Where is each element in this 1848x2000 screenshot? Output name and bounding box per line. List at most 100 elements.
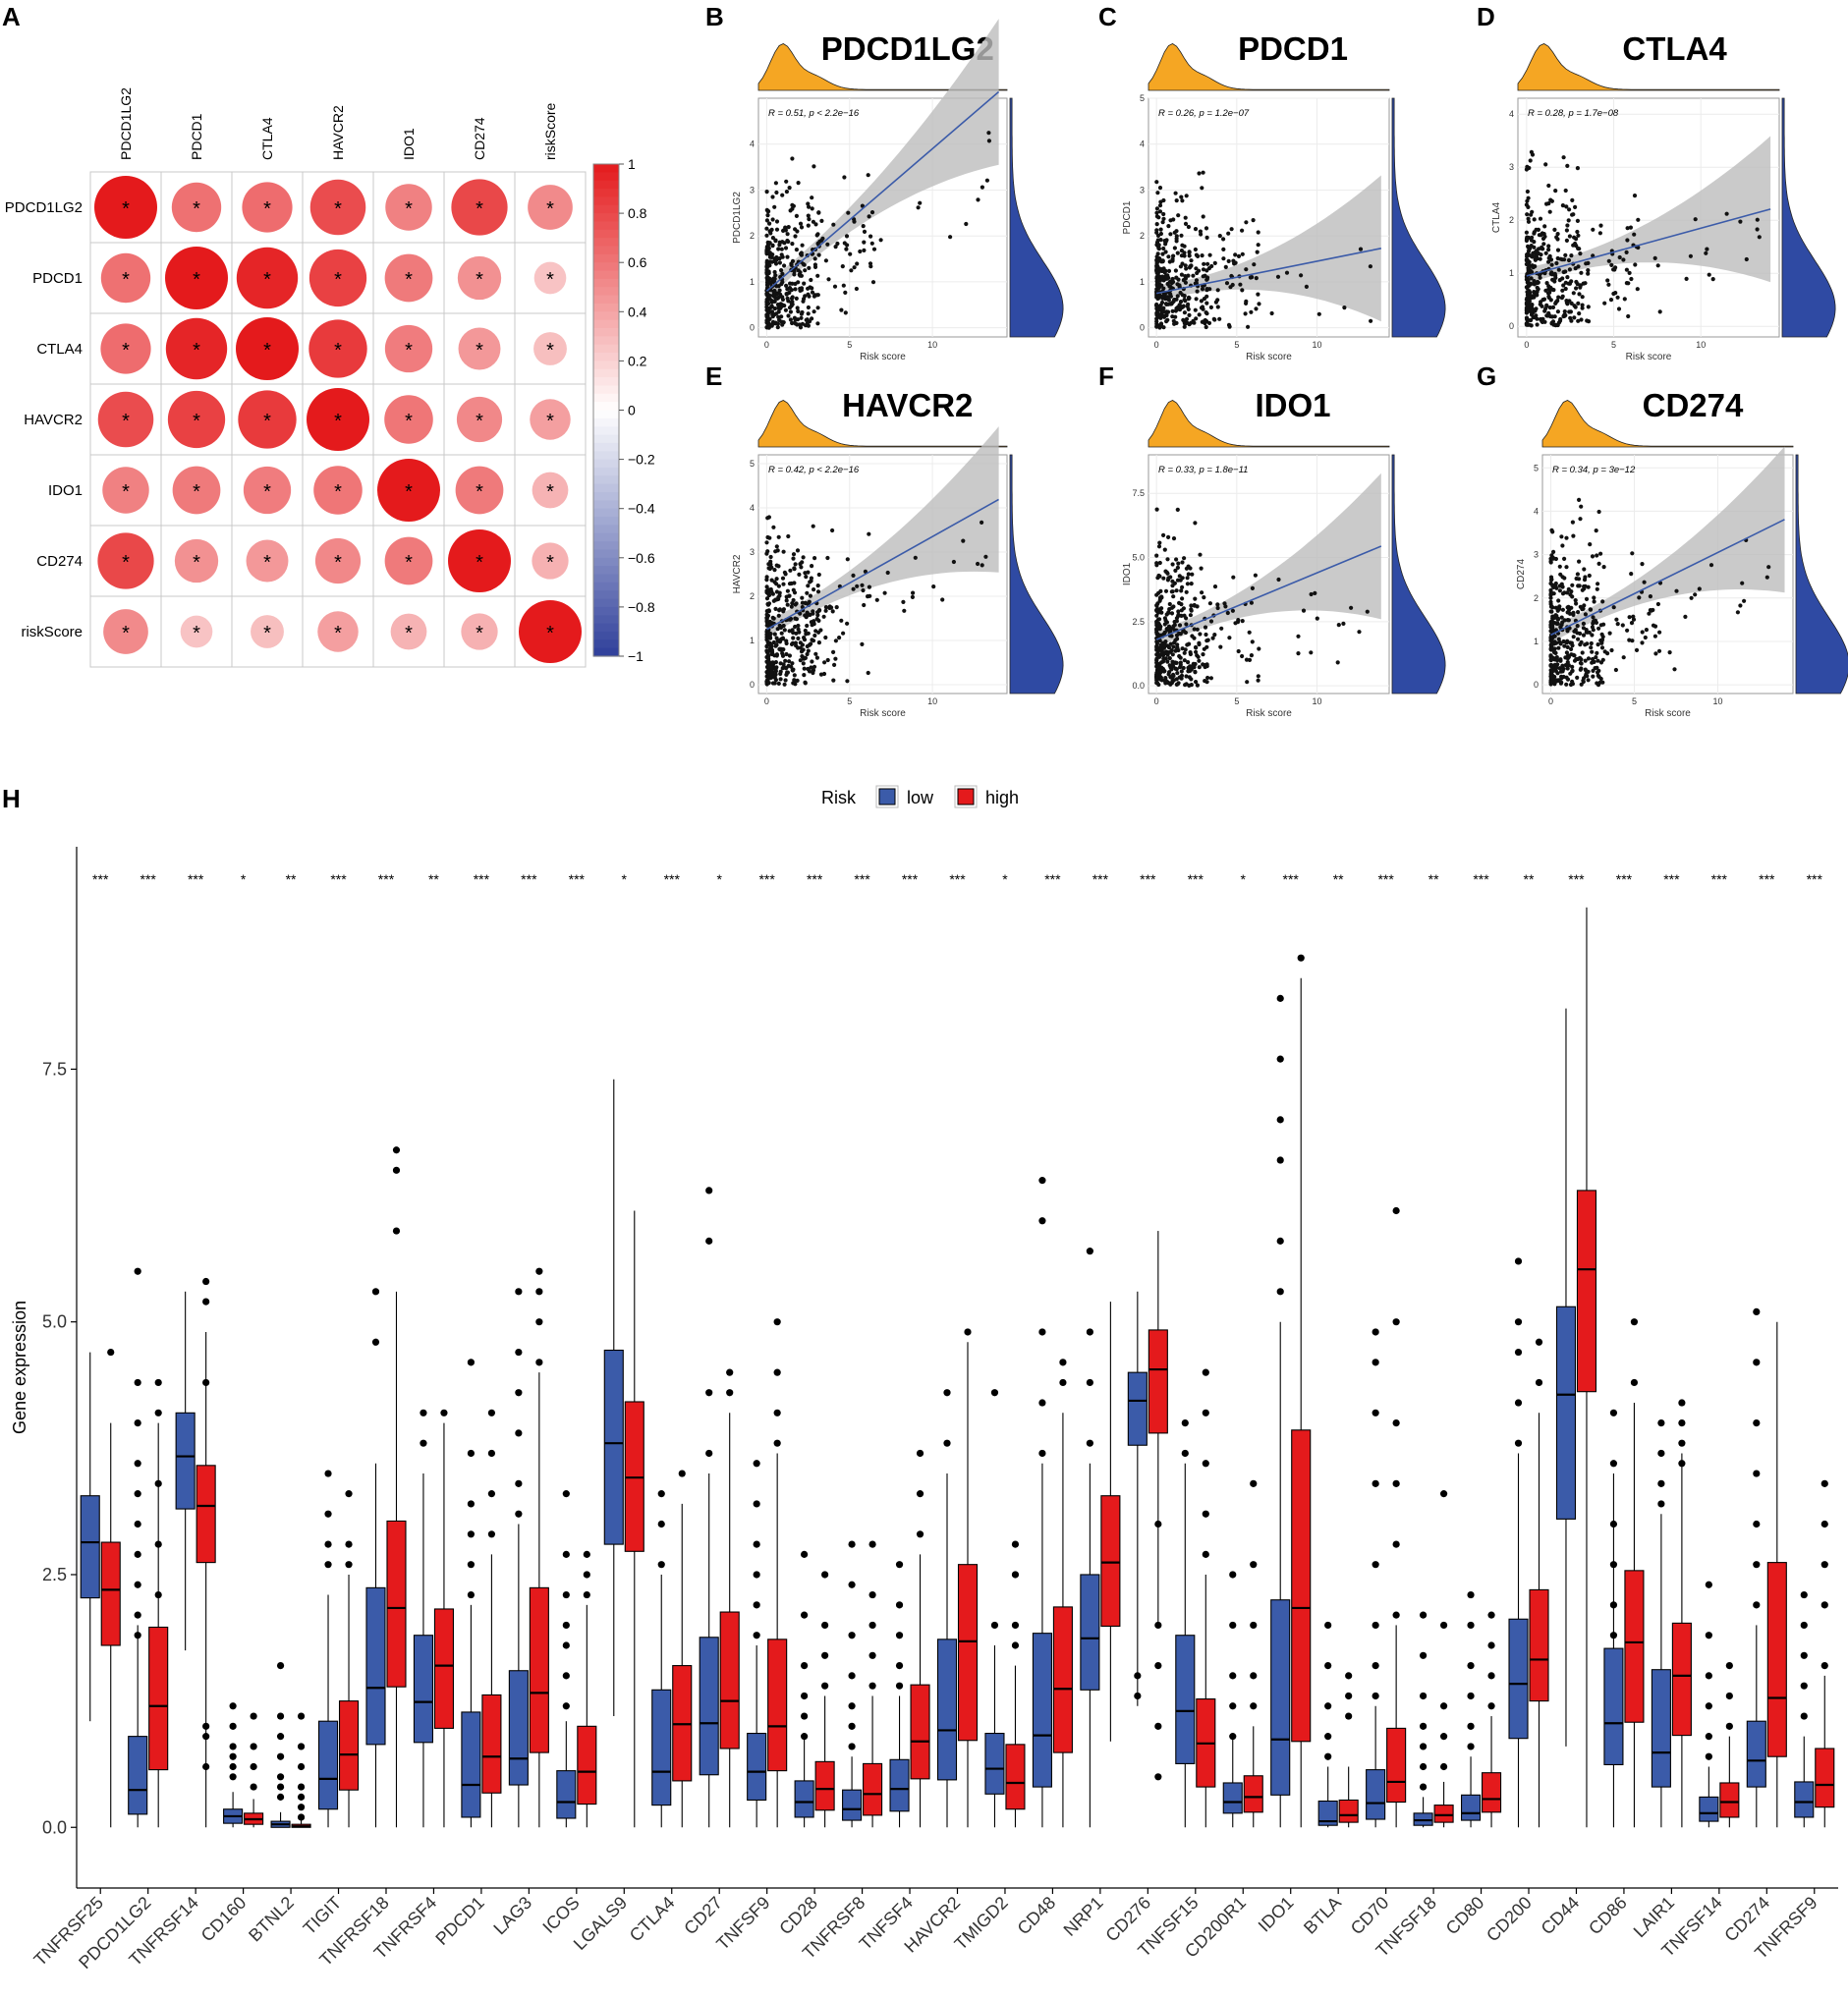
outlier-point [1276, 1116, 1284, 1124]
legend-label-low: low [907, 788, 934, 807]
outlier-point [1011, 1571, 1020, 1579]
outlier-point [229, 1762, 237, 1771]
scatter-point [785, 238, 790, 244]
scatter-point [1525, 189, 1530, 194]
scatter-point [862, 602, 867, 608]
scatter-point [1205, 638, 1210, 642]
scatter-point [776, 613, 781, 618]
scatter-point [771, 277, 776, 282]
outlier-point [1514, 1439, 1523, 1447]
scatter-point [1170, 660, 1175, 666]
confidence-band [1526, 136, 1771, 285]
outlier-point [773, 1409, 781, 1417]
scatter-point [1528, 246, 1533, 251]
x-tick-label: 10 [1696, 340, 1706, 350]
box-low [1270, 1599, 1291, 1796]
scatter-point [1198, 229, 1203, 234]
scatter-point [1573, 598, 1578, 603]
scatter-point [764, 615, 769, 621]
y-tick-label: 3 [750, 185, 755, 194]
scatter-point [1614, 617, 1619, 622]
scatter-point [1196, 253, 1201, 258]
scatter-point [1583, 642, 1588, 647]
scatter-point [1524, 261, 1529, 267]
scatter-point [1203, 625, 1208, 630]
y-tick-label: 2 [1509, 215, 1514, 225]
scatter-point [1156, 277, 1161, 282]
scatter-point [825, 242, 830, 247]
scatter-point [1530, 152, 1536, 157]
scatter-point [1160, 259, 1165, 264]
significance-label: ** [1428, 871, 1439, 887]
outlier-point [753, 1460, 760, 1468]
outlier-point [1467, 1692, 1475, 1700]
correlation-annotation: R = 0.34, p = 3e−12 [1552, 465, 1636, 475]
colorbar-segment [593, 368, 619, 378]
scatter-point [1559, 674, 1564, 679]
scatter-point [1217, 234, 1222, 239]
scatter-point [1559, 680, 1564, 685]
scatter-point [765, 601, 770, 607]
scatter-point [849, 268, 854, 273]
outlier-point [821, 1651, 829, 1659]
scatter-point [1688, 253, 1693, 258]
outlier-point [868, 1682, 876, 1690]
outlier-point [916, 1449, 924, 1458]
scatter-point [802, 638, 808, 642]
scatter-point [1540, 245, 1544, 250]
scatter-point [790, 242, 795, 247]
box-high [1529, 1588, 1549, 1702]
scatter-point [764, 612, 769, 617]
scatter-point [1172, 581, 1177, 585]
scatter-point [1174, 297, 1179, 302]
scatter-point [1627, 270, 1632, 275]
outlier-point [1229, 1621, 1237, 1630]
scatter-point [773, 273, 778, 278]
significance-star: * [122, 198, 130, 220]
outlier-point [1086, 1248, 1093, 1255]
scatter-point [1250, 585, 1255, 591]
scatter-point [1180, 584, 1185, 590]
scatter-point [1594, 528, 1598, 533]
scatter-point [1165, 309, 1171, 314]
colorbar-segment [593, 598, 619, 608]
scatter-point [777, 243, 782, 248]
scatter-point [809, 277, 813, 283]
outlier-point [1419, 1783, 1428, 1791]
scatter-point [1596, 509, 1601, 515]
scatter-point [766, 653, 771, 658]
scatter-point [1548, 595, 1553, 600]
scatter-point [1567, 299, 1572, 304]
x-tick-label: 5 [847, 696, 852, 706]
scatter-point [1189, 258, 1194, 263]
box-low [1651, 1669, 1671, 1788]
scatter-point [1567, 234, 1572, 239]
scatter-point [855, 261, 860, 266]
scatter-point [770, 217, 775, 222]
scatter-point [1205, 261, 1210, 266]
scatter-point [1744, 256, 1749, 262]
scatter-point [1256, 230, 1260, 235]
colorbar-segment [593, 557, 619, 567]
scatter-point [1186, 224, 1191, 230]
outlier-point [753, 1601, 760, 1609]
scatter-point [776, 583, 782, 588]
scatter-point [848, 251, 853, 256]
scatter-point [782, 682, 787, 687]
outlier-point [562, 1490, 570, 1498]
outlier-point [1202, 1510, 1209, 1518]
scatter-point [1168, 292, 1173, 297]
scatter-point [772, 580, 777, 584]
scatter-point [1163, 676, 1168, 681]
box-low [936, 1639, 958, 1781]
significance-label: *** [1377, 871, 1394, 887]
scatter-point [810, 316, 814, 321]
outlier-point [1467, 1743, 1475, 1750]
outlier-point [276, 1783, 285, 1791]
box-low [175, 1412, 196, 1510]
box-low [508, 1670, 529, 1786]
correlation-circle [390, 613, 427, 650]
scatter-point [1590, 633, 1595, 638]
scatter-point [1161, 246, 1166, 251]
